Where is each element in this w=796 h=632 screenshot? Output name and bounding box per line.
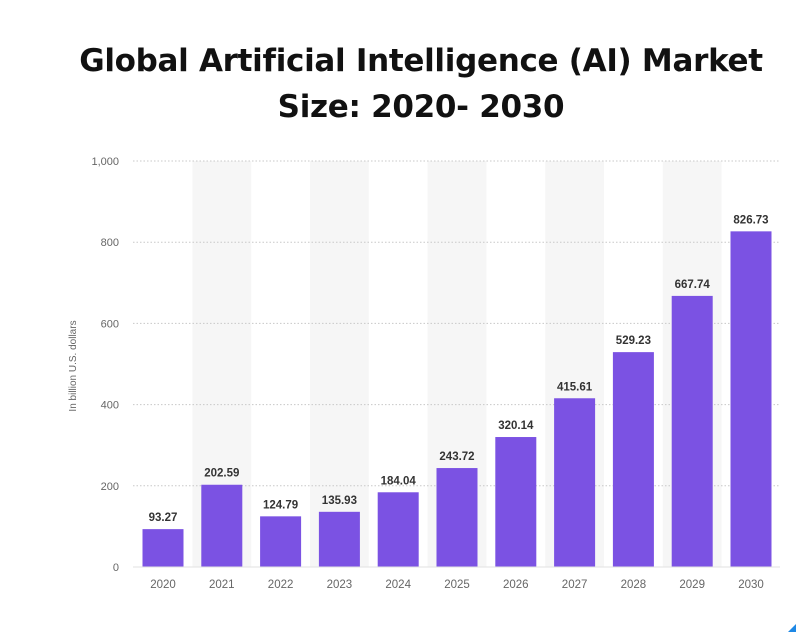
corner-accent-icon (788, 624, 796, 632)
x-tick-label: 2026 (503, 579, 529, 591)
x-tick-label: 2022 (268, 579, 294, 591)
y-tick-label: 400 (101, 400, 119, 412)
value-label: 667.74 (675, 279, 711, 291)
x-tick-label: 2027 (562, 579, 588, 591)
x-tick-label: 2030 (738, 579, 764, 591)
bars (142, 231, 772, 567)
value-label: 93.27 (149, 512, 178, 524)
x-axis-ticks: 2020 2021 2022 2023 2024 2025 2026 2027 2028 2029… (150, 579, 764, 591)
y-tick-label: 600 (101, 318, 119, 330)
value-label: 184.04 (381, 475, 417, 487)
value-label: 124.79 (263, 499, 298, 511)
y-axis-ticks: 0 200 400 600 800 1,000 (91, 156, 119, 574)
value-label: 135.93 (322, 495, 357, 507)
x-tick-label: 2028 (621, 579, 647, 591)
value-label: 826.73 (733, 214, 768, 226)
value-label: 243.72 (439, 451, 474, 463)
chart-title: Global Artificial Intelligence (AI) Mark… (0, 38, 796, 130)
y-tick-label: 1,000 (91, 156, 119, 168)
bar (554, 398, 596, 567)
y-tick-label: 800 (101, 237, 119, 249)
column-band (310, 161, 369, 567)
value-label: 202.59 (204, 468, 239, 480)
x-tick-label: 2021 (209, 579, 235, 591)
x-tick-label: 2029 (679, 579, 705, 591)
bar (142, 529, 184, 567)
value-label: 320.14 (498, 420, 534, 432)
x-tick-label: 2024 (385, 579, 411, 591)
x-tick-label: 2020 (150, 579, 176, 591)
y-tick-label: 200 (101, 481, 119, 493)
chart-title-line-2: Size: 2020- 2030 (277, 89, 565, 125)
value-label: 415.61 (557, 381, 593, 393)
x-tick-label: 2025 (444, 579, 470, 591)
bar (318, 511, 360, 567)
y-tick-label: 0 (113, 562, 119, 574)
bar (671, 295, 713, 567)
x-tick-label: 2023 (327, 579, 353, 591)
bar (201, 484, 243, 567)
chart-title-line-1: Global Artificial Intelligence (AI) Mark… (79, 43, 763, 79)
bar (730, 231, 772, 567)
y-axis-label: In billion U.S. dollars (68, 320, 79, 411)
bar (377, 492, 419, 567)
bar (495, 437, 537, 567)
bar (436, 468, 478, 567)
bar (612, 352, 654, 567)
value-labels: 93.27 202.59 124.79 135.93 184.04 243.72 320.1… (149, 214, 769, 524)
bar (260, 516, 302, 567)
value-label: 529.23 (616, 335, 651, 347)
